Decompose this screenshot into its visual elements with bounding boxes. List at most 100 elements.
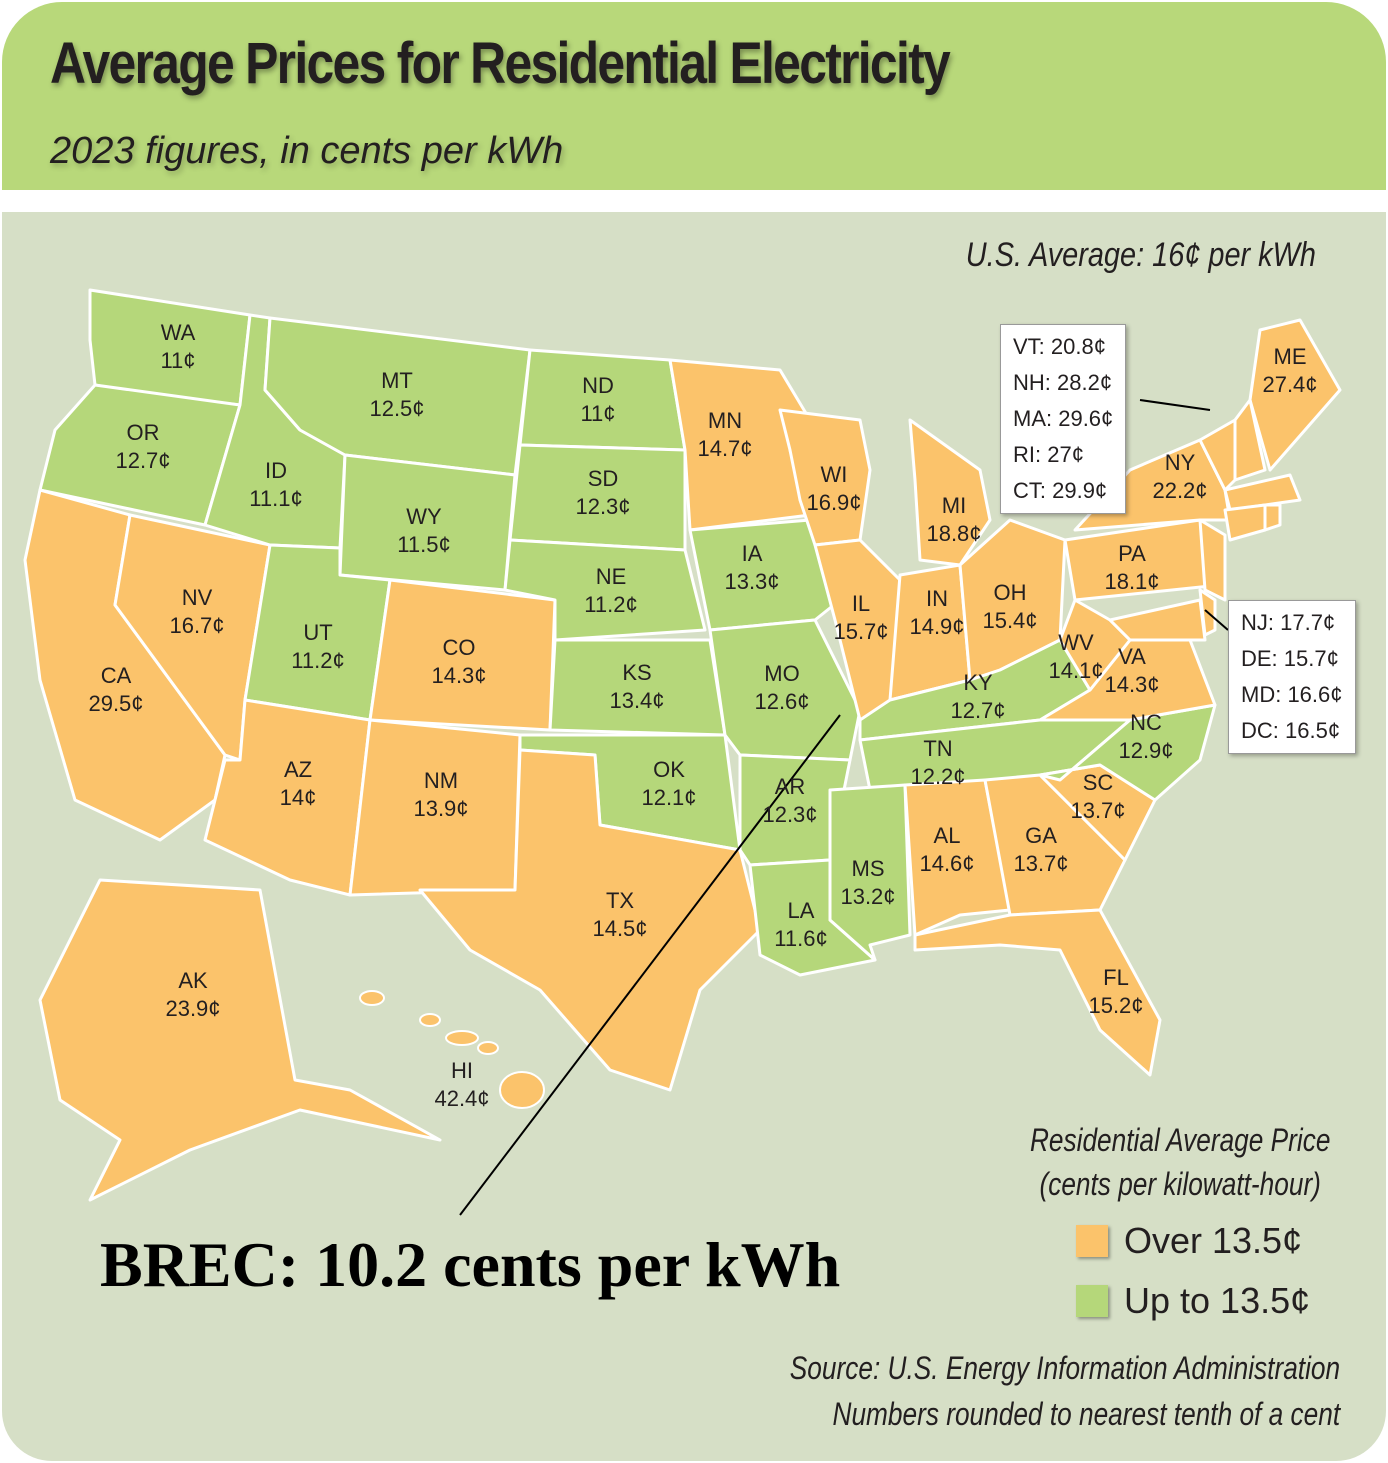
state-label-price: 14.1¢ <box>1048 658 1103 683</box>
state-label-price: 11.2¢ <box>291 648 344 673</box>
state-label-abbr: OH <box>994 580 1027 605</box>
legend-item-upto: Up to 13.5¢ <box>1076 1280 1310 1322</box>
state-label-price: 14.3¢ <box>1104 672 1159 697</box>
state-ma <box>1223 473 1302 512</box>
state-label-abbr: WV <box>1058 630 1094 655</box>
state-label-abbr: WA <box>161 320 196 345</box>
callout-line: CT: 29.9¢ <box>1013 478 1108 503</box>
state-ga <box>983 773 1127 917</box>
state-ia <box>688 518 842 632</box>
state-ct <box>1223 503 1267 542</box>
state-md <box>1108 598 1207 642</box>
brec-price: BREC: 10.2 cents per kWh <box>100 1229 841 1300</box>
state-hi-island <box>499 1071 545 1109</box>
state-fl <box>913 908 1162 1077</box>
legend-item-over: Over 13.5¢ <box>1076 1220 1302 1262</box>
state-label-abbr: CO <box>443 635 476 660</box>
callout-line: DC: 16.5¢ <box>1241 718 1341 743</box>
state-nd <box>518 348 687 452</box>
state-label-price: 12.1¢ <box>641 785 696 810</box>
state-label-price: 12.2¢ <box>910 764 965 789</box>
state-label-abbr: NV <box>182 585 213 610</box>
state-label-price: 14.6¢ <box>919 851 974 876</box>
state-label-abbr: MI <box>942 493 966 518</box>
state-label-price: 15.2¢ <box>1088 993 1143 1018</box>
state-label-price: 12.7¢ <box>950 698 1005 723</box>
state-label-abbr: OK <box>653 757 685 782</box>
source-note: Source: U.S. Energy Information Administ… <box>790 1345 1340 1437</box>
state-label-price: 11.2¢ <box>584 592 637 617</box>
state-label-abbr: VA <box>1118 644 1146 669</box>
state-label-price: 13.7¢ <box>1013 851 1068 876</box>
state-al <box>903 778 1012 937</box>
state-label-price: 13.4¢ <box>609 688 664 713</box>
state-hi-island <box>419 1013 441 1027</box>
state-label-price: 29.5¢ <box>88 691 143 716</box>
state-tx <box>418 748 762 1092</box>
state-nj <box>1198 518 1227 602</box>
state-label-abbr: KS <box>622 660 651 685</box>
state-hi-island <box>359 990 385 1006</box>
state-label-abbr: LA <box>788 898 815 923</box>
state-label-price: 18.1¢ <box>1104 569 1159 594</box>
state-label-price: 27.4¢ <box>1262 372 1317 397</box>
state-me <box>1248 318 1342 472</box>
state-label-price: 13.2¢ <box>840 884 895 909</box>
state-label-abbr: WI <box>821 462 848 487</box>
state-label-price: 13.7¢ <box>1070 798 1125 823</box>
legend-swatch-upto <box>1076 1285 1108 1317</box>
pointer-line <box>1139 399 1211 411</box>
state-hi-island <box>445 1030 479 1046</box>
state-label-price: 11¢ <box>160 348 195 373</box>
state-label-abbr: HI <box>451 1058 473 1083</box>
state-label-abbr: SD <box>588 466 619 491</box>
header-banner: Average Prices for Residential Electrici… <box>2 2 1386 190</box>
callout-new-england: VT: 20.8¢ NH: 28.2¢ MA: 29.6¢ RI: 27¢ CT… <box>1000 324 1127 514</box>
state-label-price: 16.9¢ <box>806 490 861 515</box>
state-label-price: 14¢ <box>280 785 317 810</box>
us-average: U.S. Average: 16¢ per kWh <box>965 236 1316 274</box>
callout-line: DE: 15.7¢ <box>1241 646 1339 671</box>
state-label-abbr: WY <box>406 504 442 529</box>
state-label-abbr: MN <box>708 408 742 433</box>
state-label-price: 11¢ <box>580 401 615 426</box>
source-line1: Source: U.S. Energy Information Administ… <box>789 1350 1340 1386</box>
state-label-abbr: NM <box>424 768 458 793</box>
page-title: Average Prices for Residential Electrici… <box>50 31 951 96</box>
state-label-price: 42.4¢ <box>434 1086 489 1111</box>
callout-line: RI: 27¢ <box>1013 442 1084 467</box>
callout-line: MA: 29.6¢ <box>1013 406 1114 431</box>
state-ri <box>1263 503 1282 532</box>
legend-label: Over 13.5¢ <box>1124 1220 1303 1261</box>
state-label-price: 15.7¢ <box>833 619 888 644</box>
pointer-line <box>459 714 841 1216</box>
state-label-price: 12.3¢ <box>575 494 630 519</box>
state-label-abbr: AR <box>775 774 806 799</box>
state-nh <box>1233 398 1267 482</box>
state-label-abbr: TN <box>923 736 952 761</box>
state-label-price: 11.6¢ <box>774 926 827 951</box>
state-label-abbr: ND <box>582 373 614 398</box>
state-label-abbr: UT <box>303 620 332 645</box>
callout-line: NJ: 17.7¢ <box>1241 610 1336 635</box>
state-label-abbr: MT <box>381 368 413 393</box>
state-label-price: 13.3¢ <box>724 569 779 594</box>
state-label-price: 12.9¢ <box>1118 738 1173 763</box>
state-label-abbr: OR <box>127 420 160 445</box>
state-label-price: 23.9¢ <box>165 996 220 1021</box>
state-label-price: 16.7¢ <box>169 613 224 638</box>
state-label-price: 13.9¢ <box>413 796 468 821</box>
state-label-price: 11.5¢ <box>397 532 450 557</box>
state-label-price: 14.3¢ <box>431 663 486 688</box>
state-label-abbr: MO <box>764 661 799 686</box>
state-label-abbr: FL <box>1103 965 1129 990</box>
state-label-abbr: AK <box>178 968 208 993</box>
state-label-price: 11.1¢ <box>249 486 302 511</box>
state-label-price: 12.7¢ <box>115 448 170 473</box>
state-label-price: 14.9¢ <box>909 614 964 639</box>
state-label-price: 12.3¢ <box>762 802 817 827</box>
state-label-price: 12.6¢ <box>754 689 809 714</box>
state-label-abbr: TX <box>606 888 634 913</box>
state-label-abbr: NC <box>1130 710 1162 735</box>
